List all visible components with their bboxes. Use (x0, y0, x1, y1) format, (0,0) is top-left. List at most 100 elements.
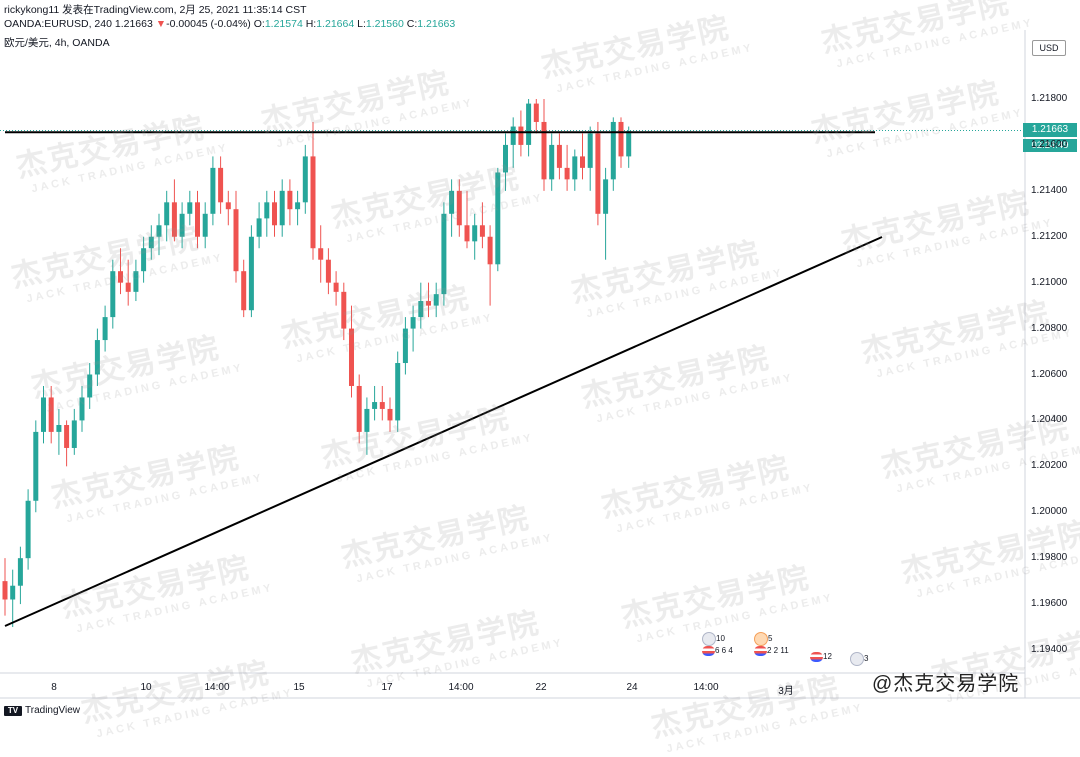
economic-event-4[interactable]: 3 (850, 652, 868, 666)
open-value: 1.21574 (264, 18, 303, 30)
time-tick-label: 8 (51, 682, 57, 693)
candle (79, 385, 85, 432)
candle (595, 121, 601, 226)
candle (17, 546, 23, 605)
time-tick-label: 14:00 (448, 682, 474, 693)
price-chart[interactable] (0, 0, 1080, 723)
candle (510, 117, 516, 168)
candle (549, 133, 555, 191)
candle (302, 144, 308, 214)
tradingview-icon: TV (4, 705, 22, 716)
candle (118, 248, 123, 295)
candle (141, 236, 147, 283)
candle (164, 190, 170, 242)
candle (626, 126, 632, 168)
publish-info: rickykong11 发表在TradingView.com, 2月 25, 2… (4, 4, 307, 16)
candle (295, 190, 301, 226)
candle (156, 213, 162, 256)
candle (503, 133, 508, 191)
candle (449, 179, 455, 237)
candle (426, 282, 431, 318)
candle (264, 190, 270, 237)
time-tick-label: 14:00 (204, 682, 230, 693)
candle (248, 225, 254, 318)
candle (518, 110, 524, 157)
l-label: L: (357, 18, 366, 30)
us-flag-icon (754, 646, 767, 656)
h-label: H: (305, 18, 317, 30)
candle (148, 225, 154, 260)
candle (48, 385, 54, 444)
tradingview-logo[interactable]: TV TradingView (4, 705, 80, 716)
price-tick-label: 1.21400 (1031, 184, 1068, 196)
candle (133, 259, 139, 302)
price-tick-label: 1.19800 (1031, 552, 1068, 564)
us-flag-icon (810, 652, 823, 662)
chart-header: rickykong11 发表在TradingView.com, 2月 25, 2… (4, 3, 455, 50)
brand-watermark: @杰克交易学院 (872, 673, 1020, 695)
candle (379, 385, 385, 421)
symbol-ohlc: OANDA:EURUSD, 240 1.21663 ▼-0.00045 (-0.… (4, 17, 455, 31)
candle (387, 397, 393, 432)
candle (64, 420, 70, 467)
candle (10, 569, 16, 628)
economic-event-3[interactable]: 12 (810, 652, 832, 662)
candle (272, 190, 277, 237)
candle (233, 190, 239, 283)
candle (256, 202, 262, 249)
candle (402, 317, 408, 375)
time-tick-label: 22 (535, 682, 547, 693)
candle (179, 202, 185, 249)
price-tick-label: 1.21000 (1031, 276, 1068, 288)
currency-label[interactable]: USD (1032, 40, 1066, 56)
price-tick-label: 1.20200 (1031, 460, 1068, 472)
price-tick-label: 1.21200 (1031, 230, 1068, 242)
chart-legend[interactable]: 欧元/美元, 4h, OANDA (4, 37, 110, 49)
candle (556, 133, 562, 180)
current-price-tag: 1.21663 (1023, 123, 1077, 137)
candle (125, 259, 131, 306)
candle (225, 190, 231, 226)
candle (418, 282, 424, 329)
candle (287, 179, 293, 226)
candle (2, 558, 8, 616)
globe-icon (850, 652, 864, 666)
close-value: 1.21663 (417, 18, 456, 30)
candle (533, 99, 539, 134)
high-value: 1.21664 (316, 18, 355, 30)
candle (41, 385, 46, 444)
candle (187, 190, 193, 226)
c-label: C: (406, 18, 418, 30)
candle (210, 156, 216, 226)
low-value: 1.21560 (365, 18, 404, 30)
candle (495, 167, 501, 272)
candles (2, 99, 632, 628)
candle (526, 99, 532, 157)
price-tick-label: 1.21600 (1031, 138, 1068, 150)
candle (618, 117, 624, 168)
candle (472, 213, 478, 260)
candle (25, 489, 31, 570)
candle (487, 225, 493, 306)
time-tick-label: 14:00 (693, 682, 719, 693)
candle (580, 133, 585, 180)
time-tick-label: 10 (140, 682, 152, 693)
economic-event-2[interactable]: 5 2 2 11 (754, 632, 789, 656)
candle (241, 259, 247, 318)
time-tick-label: 24 (626, 682, 638, 693)
candle (364, 397, 370, 455)
economic-event-1[interactable]: 10 6 6 4 (702, 632, 733, 656)
support-trendline[interactable] (4, 236, 883, 627)
candle (587, 126, 593, 191)
price-tick-label: 1.20000 (1031, 506, 1068, 518)
candle (433, 282, 439, 318)
candle (102, 305, 108, 352)
symbol[interactable]: OANDA:EURUSD, 240 (4, 18, 112, 30)
us-flag-icon (702, 646, 715, 656)
candle (218, 156, 224, 214)
candle (87, 363, 93, 409)
candle (202, 202, 208, 249)
candle (464, 190, 470, 249)
change-arrow: ▼ (155, 18, 167, 30)
candle (333, 271, 339, 306)
